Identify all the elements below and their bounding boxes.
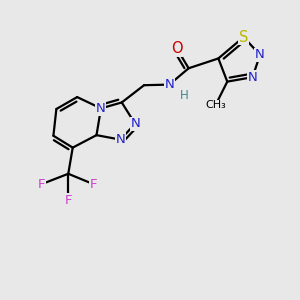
Text: N: N <box>255 48 265 62</box>
Text: N: N <box>116 133 125 146</box>
Text: F: F <box>64 194 72 207</box>
Text: F: F <box>38 178 45 191</box>
Text: N: N <box>130 117 140 130</box>
Text: F: F <box>90 178 97 191</box>
Text: H: H <box>180 88 189 101</box>
Text: O: O <box>171 41 183 56</box>
Text: N: N <box>248 71 257 84</box>
Text: N: N <box>164 78 174 91</box>
Text: CH₃: CH₃ <box>205 100 226 110</box>
Text: S: S <box>239 30 248 45</box>
Text: N: N <box>96 102 106 115</box>
